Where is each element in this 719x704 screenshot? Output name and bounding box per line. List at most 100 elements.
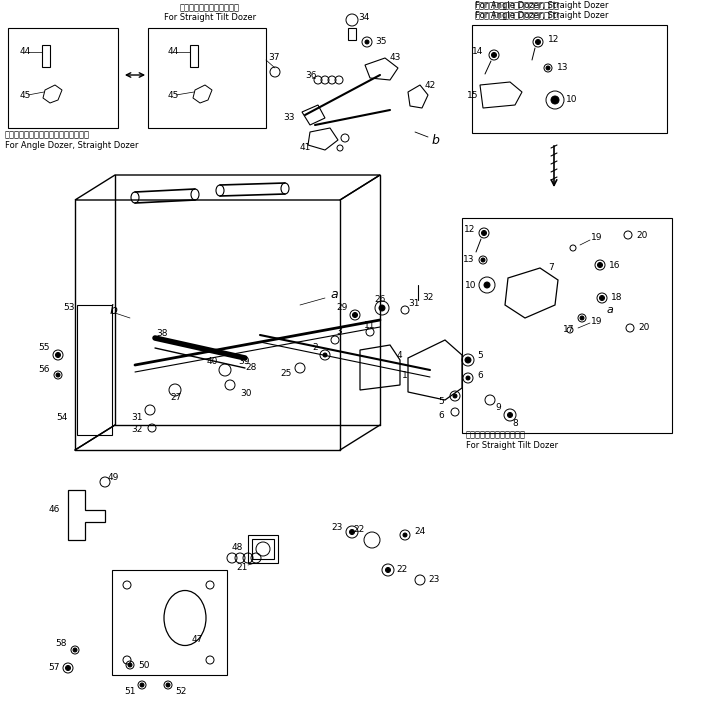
Text: 48: 48 — [232, 543, 243, 553]
Text: 4: 4 — [396, 351, 402, 360]
Text: 19: 19 — [591, 318, 603, 327]
Text: 25: 25 — [280, 370, 292, 379]
Text: 36: 36 — [305, 70, 316, 80]
Text: 7: 7 — [548, 263, 554, 272]
Text: 13: 13 — [557, 63, 569, 73]
Text: 2: 2 — [312, 344, 318, 353]
Text: 52: 52 — [175, 688, 186, 696]
Bar — [42, 45, 50, 67]
Circle shape — [466, 376, 470, 380]
Text: 15: 15 — [467, 91, 478, 99]
Text: 57: 57 — [48, 663, 60, 672]
Text: 6: 6 — [477, 370, 482, 379]
Circle shape — [55, 353, 60, 358]
Circle shape — [508, 413, 513, 417]
Circle shape — [65, 665, 70, 670]
Circle shape — [166, 683, 170, 687]
Text: 53: 53 — [63, 303, 75, 313]
Text: 41: 41 — [300, 144, 311, 153]
Bar — [77, 305, 112, 435]
Circle shape — [323, 353, 327, 357]
Text: 31: 31 — [408, 299, 419, 308]
Text: 12: 12 — [548, 35, 559, 44]
Circle shape — [453, 394, 457, 398]
Text: 23: 23 — [331, 522, 343, 532]
Text: 19: 19 — [591, 234, 603, 242]
Text: 26: 26 — [374, 296, 385, 305]
Circle shape — [536, 39, 541, 44]
Text: 31: 31 — [132, 413, 143, 422]
Text: 51: 51 — [124, 688, 136, 696]
Circle shape — [580, 316, 584, 320]
Circle shape — [492, 53, 497, 58]
Text: 29: 29 — [336, 303, 348, 313]
Circle shape — [600, 296, 605, 301]
Circle shape — [365, 40, 369, 44]
Circle shape — [352, 313, 357, 318]
Text: 20: 20 — [636, 230, 647, 239]
Text: 11: 11 — [364, 320, 375, 329]
Text: 35: 35 — [375, 37, 387, 46]
Text: 5: 5 — [439, 398, 444, 406]
Text: For Straight Tilt Dozer: For Straight Tilt Dozer — [164, 13, 256, 23]
Circle shape — [140, 683, 144, 687]
Text: アングルドーザ、ストレートドーザ用: アングルドーザ、ストレートドーザ用 — [475, 1, 560, 11]
Text: 34: 34 — [358, 13, 370, 23]
Text: For Straight Tilt Dozer: For Straight Tilt Dozer — [466, 441, 558, 449]
Text: 44: 44 — [168, 47, 179, 56]
Bar — [348, 28, 356, 40]
Text: 33: 33 — [283, 113, 295, 122]
Bar — [190, 45, 198, 67]
Text: 10: 10 — [566, 96, 577, 104]
Bar — [148, 28, 266, 128]
Text: ストレートチルトドーザ用: ストレートチルトドーザ用 — [180, 4, 240, 13]
Text: 12: 12 — [464, 225, 475, 234]
Text: 58: 58 — [55, 639, 67, 648]
Bar — [462, 218, 672, 433]
Text: 55: 55 — [39, 344, 50, 353]
Circle shape — [551, 96, 559, 104]
Text: b: b — [110, 303, 118, 317]
Text: a: a — [607, 305, 614, 315]
Text: 16: 16 — [609, 260, 620, 270]
Text: 3: 3 — [336, 327, 342, 337]
Text: 5: 5 — [477, 351, 482, 360]
Circle shape — [128, 663, 132, 667]
Bar — [248, 535, 278, 563]
Text: 22: 22 — [396, 565, 407, 574]
Text: 17: 17 — [562, 325, 574, 334]
Text: 47: 47 — [192, 636, 203, 644]
Text: 20: 20 — [638, 324, 649, 332]
Text: 32: 32 — [132, 425, 143, 434]
Text: 30: 30 — [240, 389, 252, 398]
Text: 21: 21 — [237, 563, 248, 572]
Text: 56: 56 — [39, 365, 50, 375]
Text: 14: 14 — [472, 47, 483, 56]
Text: 39: 39 — [238, 358, 249, 367]
Text: 50: 50 — [138, 660, 150, 670]
Circle shape — [403, 533, 407, 537]
Text: For Angle Dozer, Straight Dozer: For Angle Dozer, Straight Dozer — [475, 1, 608, 11]
Text: b: b — [432, 134, 440, 146]
Text: 32: 32 — [422, 292, 434, 301]
Text: 18: 18 — [611, 294, 623, 303]
Bar — [8, 28, 118, 128]
Circle shape — [465, 357, 471, 363]
Text: 28: 28 — [245, 363, 257, 372]
Text: ストレートチルトドーザ用: ストレートチルトドーザ用 — [466, 431, 526, 439]
Text: 8: 8 — [512, 420, 518, 429]
Text: 45: 45 — [168, 91, 179, 99]
Circle shape — [546, 66, 550, 70]
Text: 1: 1 — [402, 370, 408, 379]
Text: 54: 54 — [57, 413, 68, 422]
Circle shape — [73, 648, 77, 652]
Text: a: a — [330, 289, 338, 301]
Text: 27: 27 — [170, 394, 181, 403]
Circle shape — [385, 567, 390, 572]
Text: 49: 49 — [108, 472, 119, 482]
Text: For Angle Dozer, Straight Dozer: For Angle Dozer, Straight Dozer — [475, 11, 608, 20]
Bar — [112, 570, 227, 675]
Text: For Angle Dozer, Straight Dozer: For Angle Dozer, Straight Dozer — [5, 141, 139, 149]
Text: アングルドーザ、ストレートドーザ用: アングルドーザ、ストレートドーザ用 — [5, 130, 90, 139]
Text: 38: 38 — [156, 329, 168, 337]
